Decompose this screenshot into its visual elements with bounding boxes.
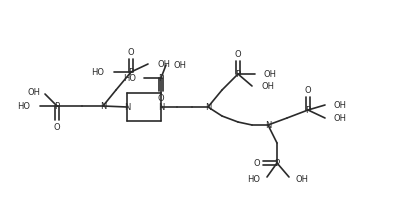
Text: HO: HO: [247, 175, 260, 183]
Text: P: P: [306, 106, 310, 114]
Text: OH: OH: [174, 60, 187, 70]
Text: N: N: [265, 121, 271, 129]
Text: HO: HO: [17, 101, 30, 111]
Text: P: P: [158, 73, 164, 83]
Text: OH: OH: [261, 82, 274, 90]
Text: HO: HO: [91, 68, 104, 76]
Text: OH: OH: [157, 59, 170, 69]
Text: OH: OH: [334, 100, 347, 110]
Text: OH: OH: [296, 175, 309, 183]
Text: O: O: [254, 159, 260, 167]
Text: P: P: [55, 101, 60, 111]
Text: N: N: [100, 101, 106, 111]
Text: N: N: [158, 102, 164, 112]
Text: O: O: [235, 49, 241, 59]
Text: O: O: [128, 47, 134, 57]
Text: P: P: [274, 159, 279, 167]
Text: HO: HO: [123, 73, 136, 83]
Text: OH: OH: [264, 70, 277, 78]
Text: N: N: [124, 102, 130, 112]
Text: N: N: [205, 102, 211, 112]
Text: OH: OH: [334, 113, 347, 123]
Text: O: O: [305, 85, 311, 95]
Text: O: O: [158, 94, 164, 102]
Text: P: P: [235, 70, 241, 78]
Text: P: P: [128, 68, 134, 76]
Text: OH: OH: [27, 87, 40, 97]
Text: O: O: [54, 123, 60, 132]
